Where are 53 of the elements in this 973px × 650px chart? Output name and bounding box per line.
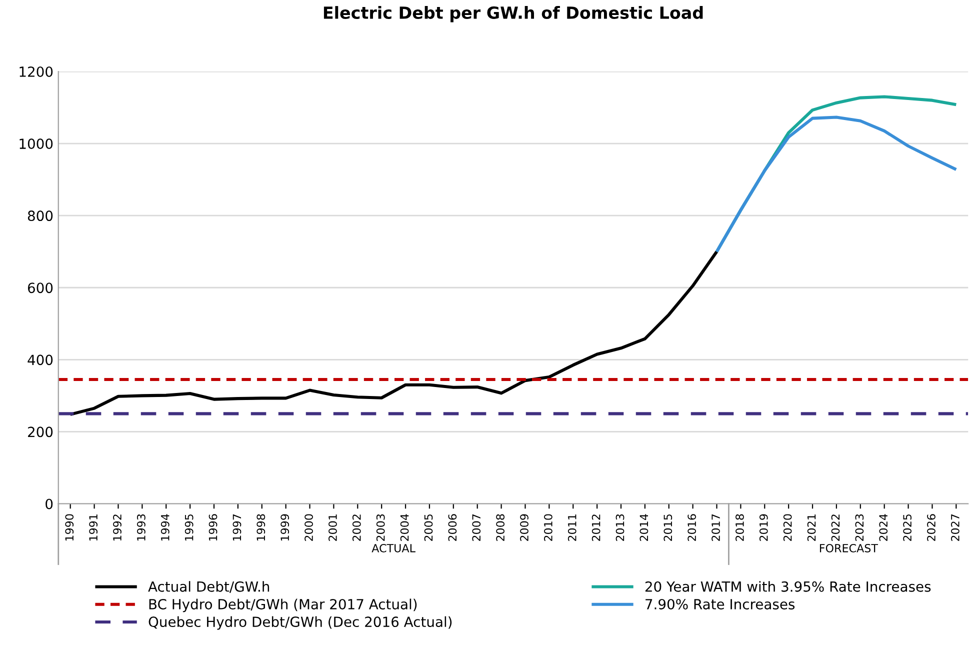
x-tick-label: 1996 bbox=[208, 514, 218, 541]
y-tick-label: 600 bbox=[28, 282, 53, 294]
x-tick-label: 2001 bbox=[328, 514, 337, 541]
x-tick-label: 1999 bbox=[280, 514, 290, 541]
x-tick-label: 2022 bbox=[831, 514, 840, 541]
x-tick-label: 2014 bbox=[640, 514, 648, 541]
x-tick-label: 2017 bbox=[712, 514, 720, 541]
x-tick-label: 2024 bbox=[879, 514, 888, 541]
x-tick-label: 2026 bbox=[927, 514, 936, 541]
x-tick-label: 1992 bbox=[113, 514, 122, 541]
x-tick-label: 2012 bbox=[592, 514, 600, 541]
x-tick-label: 2018 bbox=[736, 514, 744, 541]
x-tick-label: 2006 bbox=[448, 514, 457, 541]
x-tick-label: 2008 bbox=[496, 514, 505, 541]
x-tick-label: 2000 bbox=[304, 514, 313, 541]
x-tick-label: 2002 bbox=[352, 514, 361, 541]
x-tick-label: 2007 bbox=[472, 514, 481, 541]
x-tick-label: 1993 bbox=[136, 514, 146, 541]
x-tick-label: 2020 bbox=[783, 514, 792, 541]
x-tick-label: 1998 bbox=[256, 514, 266, 541]
x-tick-label: 2011 bbox=[568, 514, 576, 541]
legend-label: Actual Debt/GW.h bbox=[148, 581, 270, 593]
x-tick-label: 1994 bbox=[160, 514, 170, 541]
x-tick-label: 2004 bbox=[400, 514, 409, 541]
x-tick-label: 2016 bbox=[688, 514, 696, 541]
x-tick-label: 2021 bbox=[807, 514, 816, 541]
legend-label: Quebec Hydro Debt/GWh (Dec 2016 Actual) bbox=[148, 616, 452, 630]
x-tick-label: 2019 bbox=[759, 514, 768, 541]
y-tick-label: 200 bbox=[28, 426, 53, 438]
x-tick-label: 2003 bbox=[376, 514, 385, 541]
y-tick-label: 0 bbox=[46, 498, 53, 510]
legend-label: 7.90% Rate Increases bbox=[646, 598, 795, 610]
y-tick-label: 400 bbox=[28, 354, 53, 366]
x-tick-label: 2013 bbox=[616, 514, 624, 541]
legend-label: 20 Year WATM with 3.95% Rate Increases bbox=[645, 581, 931, 592]
x-tick-label: 2015 bbox=[664, 514, 672, 541]
x-tick-label: 2005 bbox=[424, 514, 433, 541]
y-tick-label: 1200 bbox=[20, 66, 53, 77]
x-tick-label: 2009 bbox=[520, 514, 528, 541]
y-tick-label: 800 bbox=[28, 210, 53, 222]
x-tick-label: 1997 bbox=[232, 514, 242, 541]
y-tick-label: 1000 bbox=[20, 138, 53, 150]
x-tick-label: 1995 bbox=[184, 514, 194, 541]
text: FORECAST bbox=[820, 544, 878, 552]
legend-label: BC Hydro Debt/GWh (Mar 2017 Actual) bbox=[149, 598, 417, 612]
x-tick-label: 2025 bbox=[903, 514, 912, 541]
x-tick-label: 2023 bbox=[855, 514, 864, 541]
text: ACTUAL bbox=[372, 544, 416, 552]
x-tick-label: 2010 bbox=[544, 514, 552, 541]
x-tick-label: 1990 bbox=[65, 514, 74, 541]
x-tick-label: 1991 bbox=[89, 514, 98, 541]
chart-title: Electric Debt per GW.h of Domestic Load bbox=[324, 6, 703, 22]
x-tick-label: 2027 bbox=[950, 514, 960, 541]
